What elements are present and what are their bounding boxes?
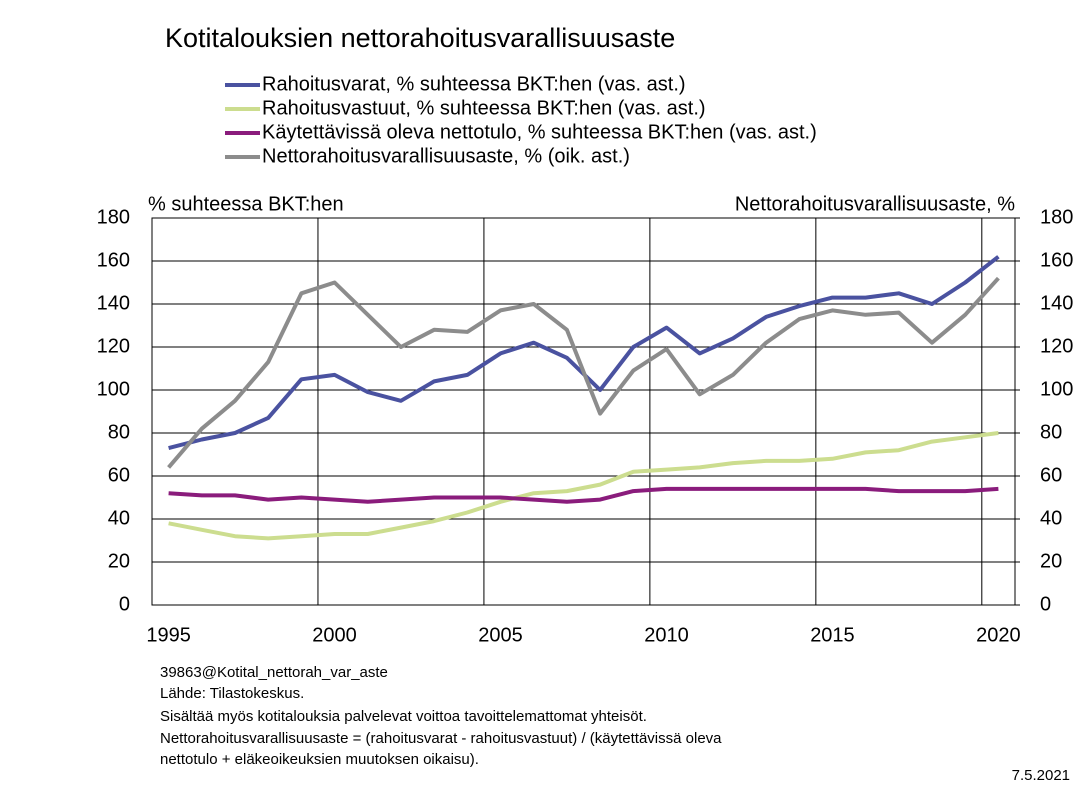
x-tick-label: 2005 (478, 624, 523, 646)
y-tick-label: 60 (108, 464, 130, 486)
y-tick-label: 0 (119, 593, 130, 615)
note: Nettorahoitusvarallisuusaste = (rahoitus… (160, 730, 722, 747)
y2-tick-label: 40 (1040, 507, 1062, 529)
y-tick-label: 100 (97, 378, 130, 400)
date: 7.5.2021 (1012, 767, 1070, 784)
y2-tick-label: 160 (1040, 249, 1073, 271)
legend-label: Rahoitusvarat, % suhteessa BKT:hen (vas.… (262, 73, 686, 95)
x-tick-label: 2020 (976, 624, 1021, 646)
y2-tick-label: 80 (1040, 421, 1062, 443)
x-tick-label: 1995 (146, 624, 191, 646)
y-tick-label: 40 (108, 507, 130, 529)
y-tick-label: 160 (97, 249, 130, 271)
legend-label: Rahoitusvastuut, % suhteessa BKT:hen (va… (262, 97, 706, 119)
y-axis-title: % suhteessa BKT:hen (148, 193, 344, 215)
x-tick-label: 2000 (312, 624, 357, 646)
y2-tick-label: 180 (1040, 206, 1073, 228)
y2-tick-label: 20 (1040, 550, 1062, 572)
y2-axis-title: Nettorahoitusvarallisuusaste, % (735, 193, 1015, 215)
y-tick-label: 20 (108, 550, 130, 572)
chart-title: Kotitalouksien nettorahoitusvarallisuusa… (165, 23, 675, 53)
series-line (168, 255, 1000, 451)
series-line (168, 431, 999, 541)
legend-label: Käytettävissä oleva nettotulo, % suhtees… (262, 121, 817, 143)
note: nettotulo + eläkeoikeuksien muutoksen oi… (160, 751, 479, 768)
x-tick-label: 2010 (644, 624, 689, 646)
y-tick-label: 180 (97, 206, 130, 228)
x-tick-label: 2015 (810, 624, 855, 646)
y-tick-label: 120 (97, 335, 130, 357)
plot-frame (151, 217, 1016, 606)
note: 39863@Kotital_nettorah_var_aste (160, 664, 388, 681)
y-tick-label: 140 (97, 292, 130, 314)
y-tick-label: 80 (108, 421, 130, 443)
series-line (167, 276, 1000, 469)
y2-tick-label: 140 (1040, 292, 1073, 314)
note: Lähde: Tilastokeskus. (160, 685, 304, 702)
y2-tick-label: 100 (1040, 378, 1073, 400)
legend-label: Nettorahoitusvarallisuusaste, % (oik. as… (262, 145, 630, 167)
y2-tick-label: 60 (1040, 464, 1062, 486)
series-line (168, 486, 999, 504)
y2-tick-label: 120 (1040, 335, 1073, 357)
note: Sisältää myös kotitalouksia palvelevat v… (160, 708, 647, 725)
y2-tick-label: 0 (1040, 593, 1051, 615)
